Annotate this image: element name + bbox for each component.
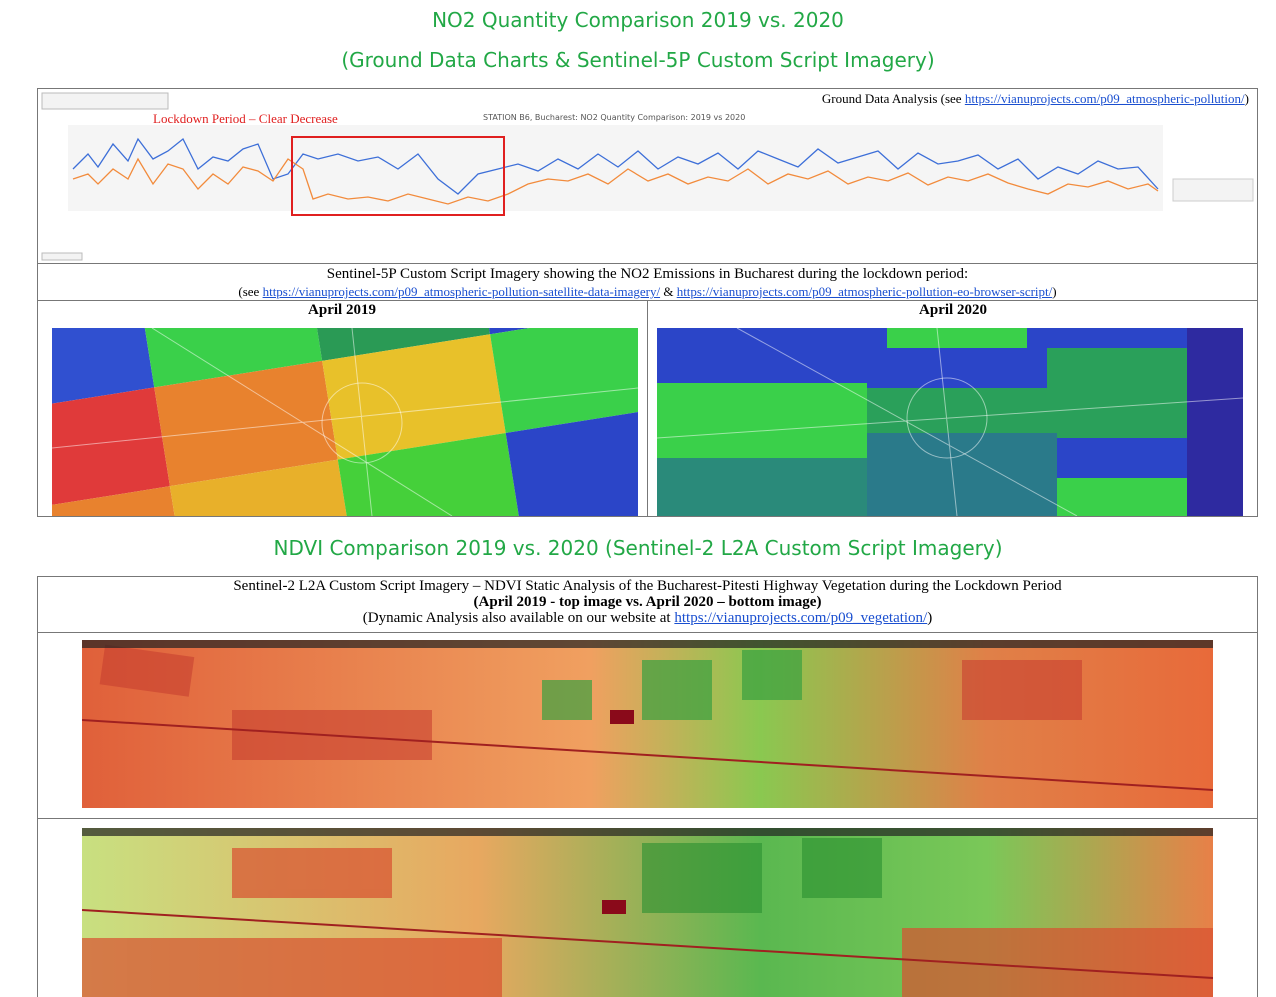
map-label: April 2020 bbox=[648, 302, 1258, 319]
text: ) bbox=[1052, 284, 1056, 299]
ndvi-2019-image bbox=[82, 640, 1213, 808]
legend-image bbox=[1173, 179, 1253, 201]
s5p-links: (see https://vianuprojects.com/p09_atmos… bbox=[38, 283, 1257, 300]
ground-panel: Ground Data Analysis (see https://vianup… bbox=[37, 88, 1258, 264]
ndvi-text: Sentinel-2 L2A Custom Script Imagery – N… bbox=[37, 578, 1258, 626]
text: (see bbox=[238, 284, 259, 299]
s5p-heading-box: Sentinel-5P Custom Script Imagery showin… bbox=[37, 263, 1258, 301]
divider bbox=[37, 632, 1258, 633]
page: {"header": {"title": "NO2 Quantity Compa… bbox=[0, 0, 1276, 997]
map-label: April 2019 bbox=[37, 302, 647, 319]
chart-image bbox=[38, 89, 1257, 263]
legend-controls bbox=[42, 93, 168, 109]
divider bbox=[37, 818, 1258, 819]
text: & bbox=[663, 284, 673, 299]
link[interactable]: https://vianuprojects.com/p09_vegetation… bbox=[674, 610, 927, 626]
ndvi-line: Sentinel-2 L2A Custom Script Imagery – N… bbox=[37, 578, 1258, 594]
map-2019 bbox=[52, 328, 638, 516]
map-2020 bbox=[657, 328, 1243, 516]
control-image bbox=[42, 253, 82, 260]
ndvi-title: NDVI Comparison 2019 vs. 2020 (Sentinel-… bbox=[0, 536, 1276, 560]
ndvi-line: (April 2019 - top image vs. April 2020 –… bbox=[37, 594, 1258, 610]
link[interactable]: https://vianuprojects.com/p09_atmospheri… bbox=[263, 284, 660, 299]
divider bbox=[647, 300, 648, 517]
link[interactable]: https://vianuprojects.com/p09_atmospheri… bbox=[677, 284, 1053, 299]
title: NO2 Quantity Comparison 2019 vs. 2020 bbox=[0, 8, 1276, 32]
subtitle: (Ground Data Charts & Sentinel-5P Custom… bbox=[0, 48, 1276, 72]
s5p-heading: Sentinel-5P Custom Script Imagery showin… bbox=[38, 266, 1257, 283]
ndvi-2020-image bbox=[82, 828, 1213, 997]
ndvi-line: (Dynamic Analysis also available on our … bbox=[37, 610, 1258, 626]
text: ) bbox=[927, 610, 932, 626]
text: (Dynamic Analysis also available on our … bbox=[363, 610, 671, 626]
